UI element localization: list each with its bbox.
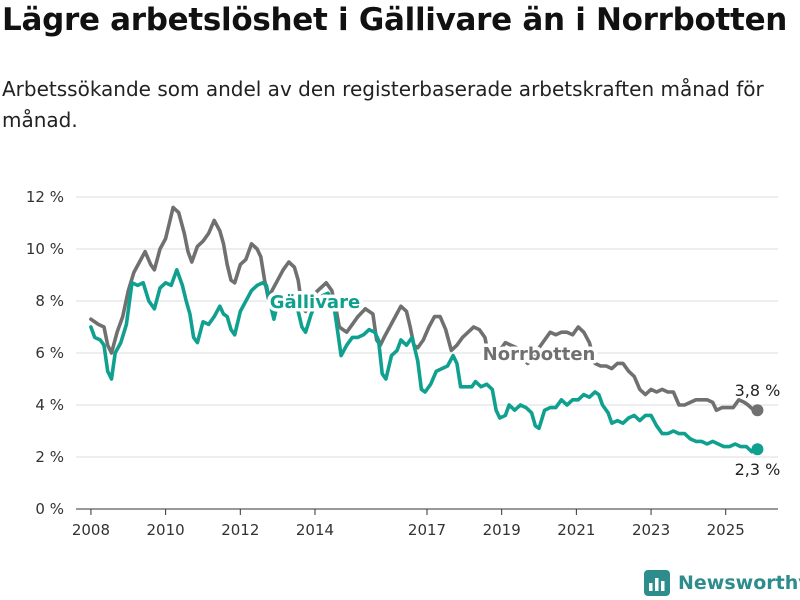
end-value-label: 2,3 %: [735, 460, 781, 479]
x-tick-label: 2021: [557, 521, 595, 539]
series-line-g-llivare: [89, 268, 760, 454]
x-tick-label: 2025: [707, 521, 745, 539]
y-tick-label: 12 %: [26, 188, 64, 206]
end-value-label: 3,8 %: [735, 381, 781, 400]
series-label-halo: Norrbotten: [483, 344, 596, 365]
x-tick-label: 2014: [296, 521, 334, 539]
y-tick-label: 4 %: [35, 396, 64, 414]
end-marker: [751, 404, 764, 417]
series-label: Gällivare: [270, 292, 360, 313]
x-tick-label: 2012: [221, 521, 259, 539]
series-label: Norrbotten: [483, 344, 596, 365]
bar-chart-logo-icon: [644, 570, 670, 596]
y-tick-label: 6 %: [35, 344, 64, 362]
brand-name: Newsworthy: [678, 572, 800, 594]
series-line-norrbotten: [89, 205, 760, 412]
y-tick-label: 0 %: [35, 500, 64, 518]
x-tick-label: 2017: [408, 521, 446, 539]
brand: Newsworthy: [644, 570, 800, 596]
x-tick-label: 2023: [632, 521, 670, 539]
x-tick-label: 2019: [483, 521, 521, 539]
y-tick-label: 10 %: [26, 240, 64, 258]
end-marker: [751, 443, 764, 456]
x-tick-label: 2008: [72, 521, 110, 539]
chart-subtitle: Arbetssökande som andel av den registerb…: [2, 77, 764, 132]
chart-title: Lägre arbetslöshet i Gällivare än i Norr…: [2, 2, 788, 38]
y-tick-label: 2 %: [35, 448, 64, 466]
x-tick-label: 2010: [147, 521, 185, 539]
y-tick-label: 8 %: [35, 292, 64, 310]
series-label-halo: Gällivare: [270, 292, 360, 313]
